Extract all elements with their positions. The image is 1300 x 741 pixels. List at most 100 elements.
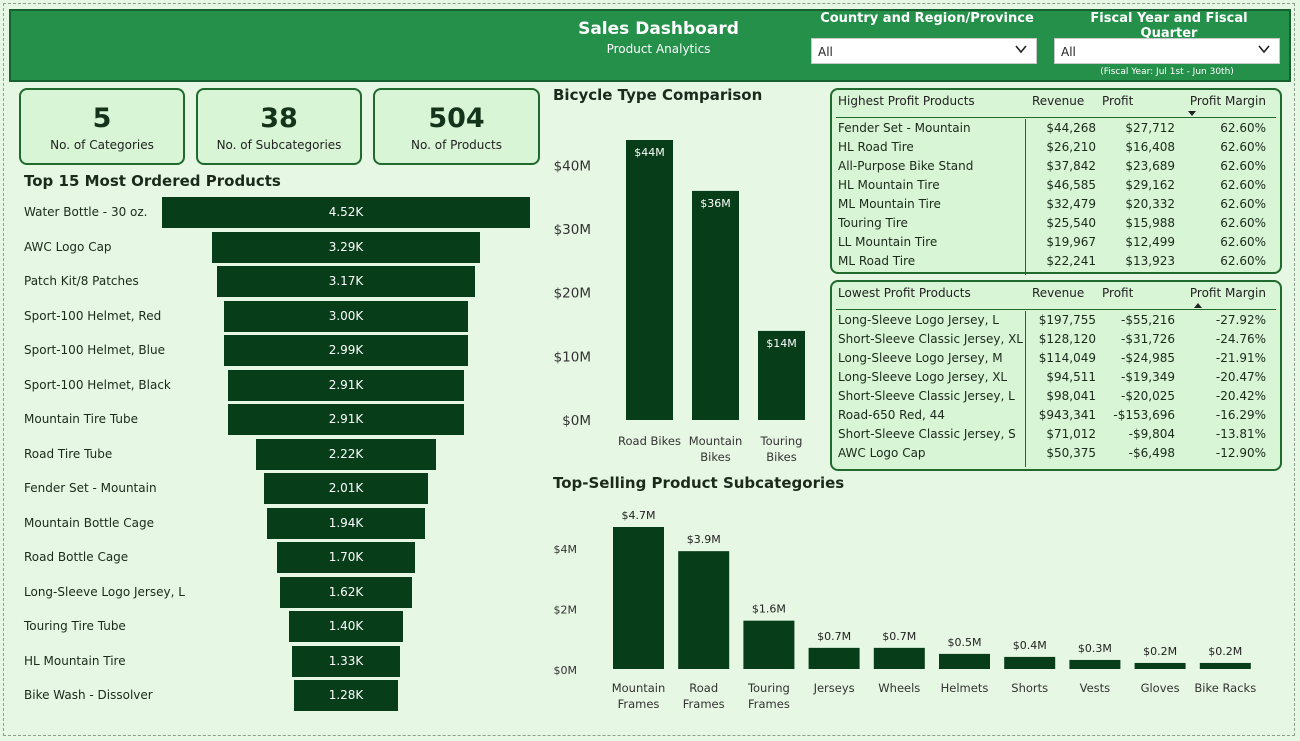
table-row[interactable]: All-Purpose Bike Stand $37,842 $23,689 62.6… <box>832 159 1280 178</box>
table-row[interactable]: ML Mountain Tire $32,479 $20,332 62.60% <box>832 197 1280 216</box>
funnel-bar[interactable]: 1.62K <box>280 576 412 608</box>
product-name-cell: HL Mountain Tire <box>838 178 940 192</box>
table-row[interactable]: LL Mountain Tire $19,967 $12,499 62.60% <box>832 235 1280 254</box>
profit-cell: $20,332 <box>1125 197 1175 211</box>
table-header[interactable]: Profit <box>1102 94 1134 108</box>
table-row[interactable]: HL Mountain Tire $46,585 $29,162 62.60% <box>832 178 1280 197</box>
funnel-bar[interactable]: 3.29K <box>212 231 480 263</box>
table-row[interactable]: Short-Sleeve Classic Jersey, S $71,012 -$9… <box>832 427 1280 446</box>
bar[interactable] <box>758 330 805 420</box>
profit-cell: $27,712 <box>1125 121 1175 135</box>
margin-cell: 62.60% <box>1220 235 1266 249</box>
funnel-item-label: Sport-100 Helmet, Red <box>24 308 162 323</box>
margin-cell: -24.76% <box>1215 332 1266 346</box>
funnel-bar[interactable]: 2.01K <box>264 473 428 504</box>
funnel-bar[interactable]: 3.17K <box>216 266 476 297</box>
highest-profit-table: Highest Profit Products Revenue Profit Prof… <box>830 88 1282 275</box>
revenue-cell: $37,842 <box>1046 159 1096 173</box>
table-header[interactable]: Revenue <box>1032 286 1085 300</box>
margin-cell: -20.42% <box>1215 389 1266 403</box>
funnel-item-label: Water Bottle - 30 oz. <box>24 205 148 219</box>
profit-cell: $15,988 <box>1125 216 1175 230</box>
table-header[interactable]: Revenue <box>1032 94 1085 108</box>
y-tick-label: $4M <box>554 543 578 556</box>
category-label: Touring <box>760 434 803 448</box>
funnel-bar[interactable]: 4.52K <box>162 197 530 228</box>
page-title: Sales Dashboard <box>578 19 739 39</box>
sort-descending-icon[interactable] <box>1188 111 1196 116</box>
bar[interactable] <box>808 647 860 669</box>
funnel-bar[interactable]: 2.22K <box>255 438 437 470</box>
fiscal-filter-value: All <box>1061 45 1076 59</box>
category-label: Bikes <box>700 450 730 464</box>
margin-cell: 62.60% <box>1220 197 1266 211</box>
category-label: Helmets <box>941 681 989 695</box>
category-label: Bike Racks <box>1194 681 1256 695</box>
page-subtitle: Product Analytics <box>606 42 711 56</box>
revenue-cell: $25,540 <box>1046 216 1096 230</box>
table-header[interactable]: Lowest Profit Products <box>838 286 971 300</box>
table-row[interactable]: Touring Tire $25,540 $15,988 62.60% <box>832 216 1280 235</box>
country-filter-select[interactable]: All <box>811 38 1037 64</box>
kpi-card-products: 504 No. of Products <box>373 88 540 165</box>
revenue-cell: $197,755 <box>1038 313 1096 327</box>
bar[interactable] <box>613 527 664 669</box>
revenue-cell: $44,268 <box>1046 121 1096 135</box>
bar[interactable] <box>678 551 730 669</box>
category-label: Frames <box>748 697 790 711</box>
margin-cell: 62.60% <box>1220 216 1266 230</box>
table-row[interactable]: HL Road Tire $26,210 $16,408 62.60% <box>832 140 1280 159</box>
revenue-cell: $128,120 <box>1038 332 1096 346</box>
funnel-bar[interactable]: 2.91K <box>227 369 465 401</box>
bar[interactable] <box>1004 656 1056 669</box>
funnel-bar[interactable]: 3.00K <box>223 300 469 332</box>
funnel-bar[interactable]: 1.40K <box>289 611 403 642</box>
funnel-bar[interactable]: 1.70K <box>276 542 416 573</box>
bar[interactable] <box>1134 662 1186 669</box>
funnel-bar[interactable]: 2.99K <box>224 335 468 366</box>
funnel-bar[interactable]: 1.33K <box>291 645 401 677</box>
product-name-cell: Touring Tire <box>838 216 908 230</box>
table-row[interactable]: Road-650 Red, 44 $943,341 -$153,696 -16.29% <box>832 408 1280 427</box>
funnel-item-label: Sport-100 Helmet, Black <box>24 377 171 392</box>
revenue-cell: $943,341 <box>1038 408 1096 422</box>
bar[interactable] <box>626 140 673 420</box>
table-header[interactable]: Profit Margin <box>1189 286 1266 300</box>
sort-ascending-icon[interactable] <box>1194 303 1202 308</box>
table-row[interactable]: Short-Sleeve Classic Jersey, L $98,041 -$2… <box>832 389 1280 408</box>
bar[interactable] <box>1199 662 1251 669</box>
funnel-item-label: Road Bottle Cage <box>24 550 129 564</box>
product-name-cell: LL Mountain Tire <box>838 235 938 249</box>
product-name-cell: All-Purpose Bike Stand <box>838 159 974 173</box>
bar[interactable] <box>692 190 739 420</box>
table-row[interactable]: Long-Sleeve Logo Jersey, L $197,755 -$55,2… <box>832 313 1280 332</box>
fiscal-filter-select[interactable]: All <box>1054 38 1280 64</box>
bar[interactable] <box>1069 659 1121 669</box>
table-row[interactable]: Fender Set - Mountain $44,268 $27,712 62.60… <box>832 121 1280 140</box>
header-banner: Sales Dashboard Product Analytics Countr… <box>9 9 1291 82</box>
funnel-item-label: HL Mountain Tire <box>24 653 126 668</box>
table-header[interactable]: Profit Margin <box>1189 94 1266 108</box>
header-divider <box>836 117 1276 118</box>
y-tick-label: $10M <box>554 349 591 365</box>
category-label: Touring <box>747 681 790 695</box>
funnel-bar[interactable]: 1.28K <box>293 680 399 711</box>
table-row[interactable]: ML Road Tire $22,241 $13,923 62.60% <box>832 254 1280 273</box>
table-row[interactable]: Long-Sleeve Logo Jersey, M $114,049 -$24,9… <box>832 351 1280 370</box>
kpi-value: 504 <box>428 103 485 134</box>
table-row[interactable]: Long-Sleeve Logo Jersey, XL $94,511 -$19,3… <box>832 370 1280 389</box>
product-name-cell: Road-650 Red, 44 <box>838 408 945 422</box>
funnel-bar[interactable]: 2.91K <box>227 404 465 435</box>
bar[interactable] <box>743 620 795 669</box>
bar[interactable] <box>873 647 925 669</box>
bar[interactable] <box>939 653 990 669</box>
profit-cell: $13,923 <box>1125 254 1175 268</box>
table-row[interactable]: Short-Sleeve Classic Jersey, XL $128,120 -… <box>832 332 1280 351</box>
table-row[interactable]: AWC Logo Cap $50,375 -$6,498 -12.90% <box>832 446 1280 465</box>
data-label: $1.6M <box>752 603 786 616</box>
table-header[interactable]: Highest Profit Products <box>838 94 975 108</box>
funnel-item-label: Fender Set - Mountain <box>24 481 157 495</box>
funnel-bar[interactable]: 1.94K <box>267 507 425 539</box>
table-header[interactable]: Profit <box>1102 286 1134 300</box>
bicycle-chart-title: Bicycle Type Comparison <box>553 86 763 104</box>
